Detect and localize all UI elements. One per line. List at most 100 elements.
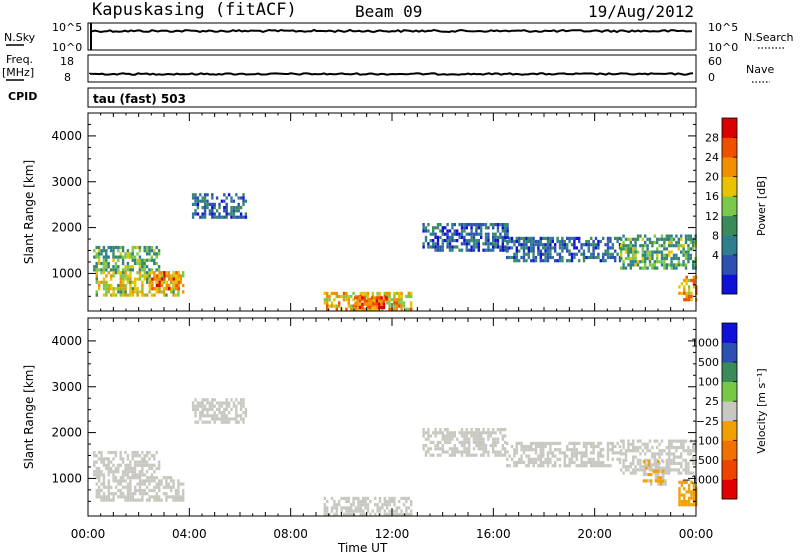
echo-cell: [653, 234, 656, 238]
echo-cell: [537, 457, 540, 461]
echo-cell: [199, 417, 202, 421]
echo-cell: [133, 454, 137, 458]
echo-cell: [636, 468, 640, 472]
echo-cell: [160, 290, 163, 294]
echo-cell: [665, 468, 668, 472]
echo-cell: [124, 450, 127, 455]
echo-cell: [170, 280, 173, 284]
echo-cell: [110, 485, 113, 489]
echo-cell: [160, 274, 163, 278]
echo-cell: [148, 274, 151, 278]
echo-cell: [554, 454, 557, 458]
echo-cell: [114, 476, 118, 480]
echo-cell: [122, 280, 125, 284]
echo-cell: [522, 448, 526, 452]
echo-cell: [692, 471, 695, 475]
echo-cell: [151, 271, 154, 275]
echo-cell: [537, 464, 540, 468]
echo-cell: [203, 414, 207, 418]
echo-cell: [542, 460, 545, 465]
echo-cell: [148, 488, 151, 493]
echo-cell: [684, 471, 688, 475]
echo-cell: [566, 243, 569, 247]
echo-cell: [223, 414, 226, 418]
echo-cell: [683, 278, 686, 283]
echo-cell: [657, 469, 660, 473]
echo-cell: [618, 457, 622, 461]
echo-cell: [658, 449, 661, 453]
echo-cell: [566, 236, 569, 240]
echo-cell: [117, 249, 120, 253]
echo-cell: [678, 496, 681, 500]
echo-cell: [441, 229, 444, 233]
echo-cell: [525, 252, 528, 256]
echo-cell: [470, 229, 473, 233]
echo-cell: [107, 466, 110, 471]
echo-cell: [578, 239, 581, 244]
echo-cell: [539, 259, 542, 263]
echo-cell: [124, 268, 127, 272]
echo-cell: [393, 503, 396, 507]
echo-cell: [93, 470, 96, 474]
echo-cell: [687, 496, 691, 500]
echo-cell: [653, 260, 656, 264]
echo-cell: [662, 466, 665, 470]
echo-cell: [542, 259, 545, 263]
echo-cell: [570, 259, 574, 263]
echo-cell: [129, 252, 132, 256]
echo-cell: [672, 468, 676, 472]
echo-cell: [539, 460, 542, 465]
echo-cell: [359, 506, 362, 510]
echo-cell: [451, 235, 454, 239]
echo-cell: [146, 479, 149, 483]
echo-cell: [182, 498, 185, 502]
echo-cell: [648, 253, 652, 257]
y-tick-label: 1000: [51, 471, 82, 485]
echo-cell: [107, 495, 110, 499]
echo-cell: [627, 263, 630, 267]
echo-cell: [383, 294, 386, 299]
echo-cell: [496, 226, 500, 230]
nsky-label: N.Sky: [4, 31, 36, 44]
echo-cell: [109, 470, 113, 474]
echo-cell: [109, 268, 113, 272]
echo-cell: [145, 258, 149, 262]
echo-cell: [359, 291, 362, 295]
echo-cell: [639, 260, 642, 264]
echo-cell: [121, 249, 125, 253]
echo-cell: [663, 244, 666, 248]
echo-cell: [566, 454, 569, 458]
echo-cell: [670, 240, 673, 245]
echo-cell: [634, 253, 637, 257]
echo-cell: [527, 252, 530, 256]
echo-cell: [527, 460, 530, 465]
echo-cell: [165, 293, 168, 297]
echo-cell: [518, 236, 521, 240]
echo-cell: [480, 437, 483, 441]
echo-cell: [112, 290, 115, 294]
y-axis-label: Slant Range [km]: [22, 160, 36, 264]
echo-cell: [660, 253, 664, 257]
echo-cell: [105, 268, 108, 272]
echo-cell: [470, 248, 473, 252]
echo-cell: [121, 470, 125, 474]
echo-cell: [672, 439, 676, 443]
echo-cell: [95, 476, 98, 480]
echo-cell: [539, 239, 542, 244]
echo-cell: [618, 444, 622, 449]
echo-cell: [587, 243, 590, 247]
echo-cell: [542, 454, 545, 458]
echo-cell: [131, 249, 134, 253]
echo-cell: [522, 259, 526, 263]
echo-cell: [525, 259, 528, 263]
echo-cell: [155, 466, 158, 471]
echo-cell: [383, 509, 386, 513]
echo-cell: [604, 259, 607, 263]
echo-cell: [235, 215, 238, 219]
echo-cell: [472, 431, 476, 435]
echo-cell: [651, 244, 654, 248]
echo-cell: [477, 437, 480, 441]
echo-cell: [117, 287, 120, 291]
echo-cell: [465, 431, 468, 435]
echo-cell: [622, 234, 625, 238]
